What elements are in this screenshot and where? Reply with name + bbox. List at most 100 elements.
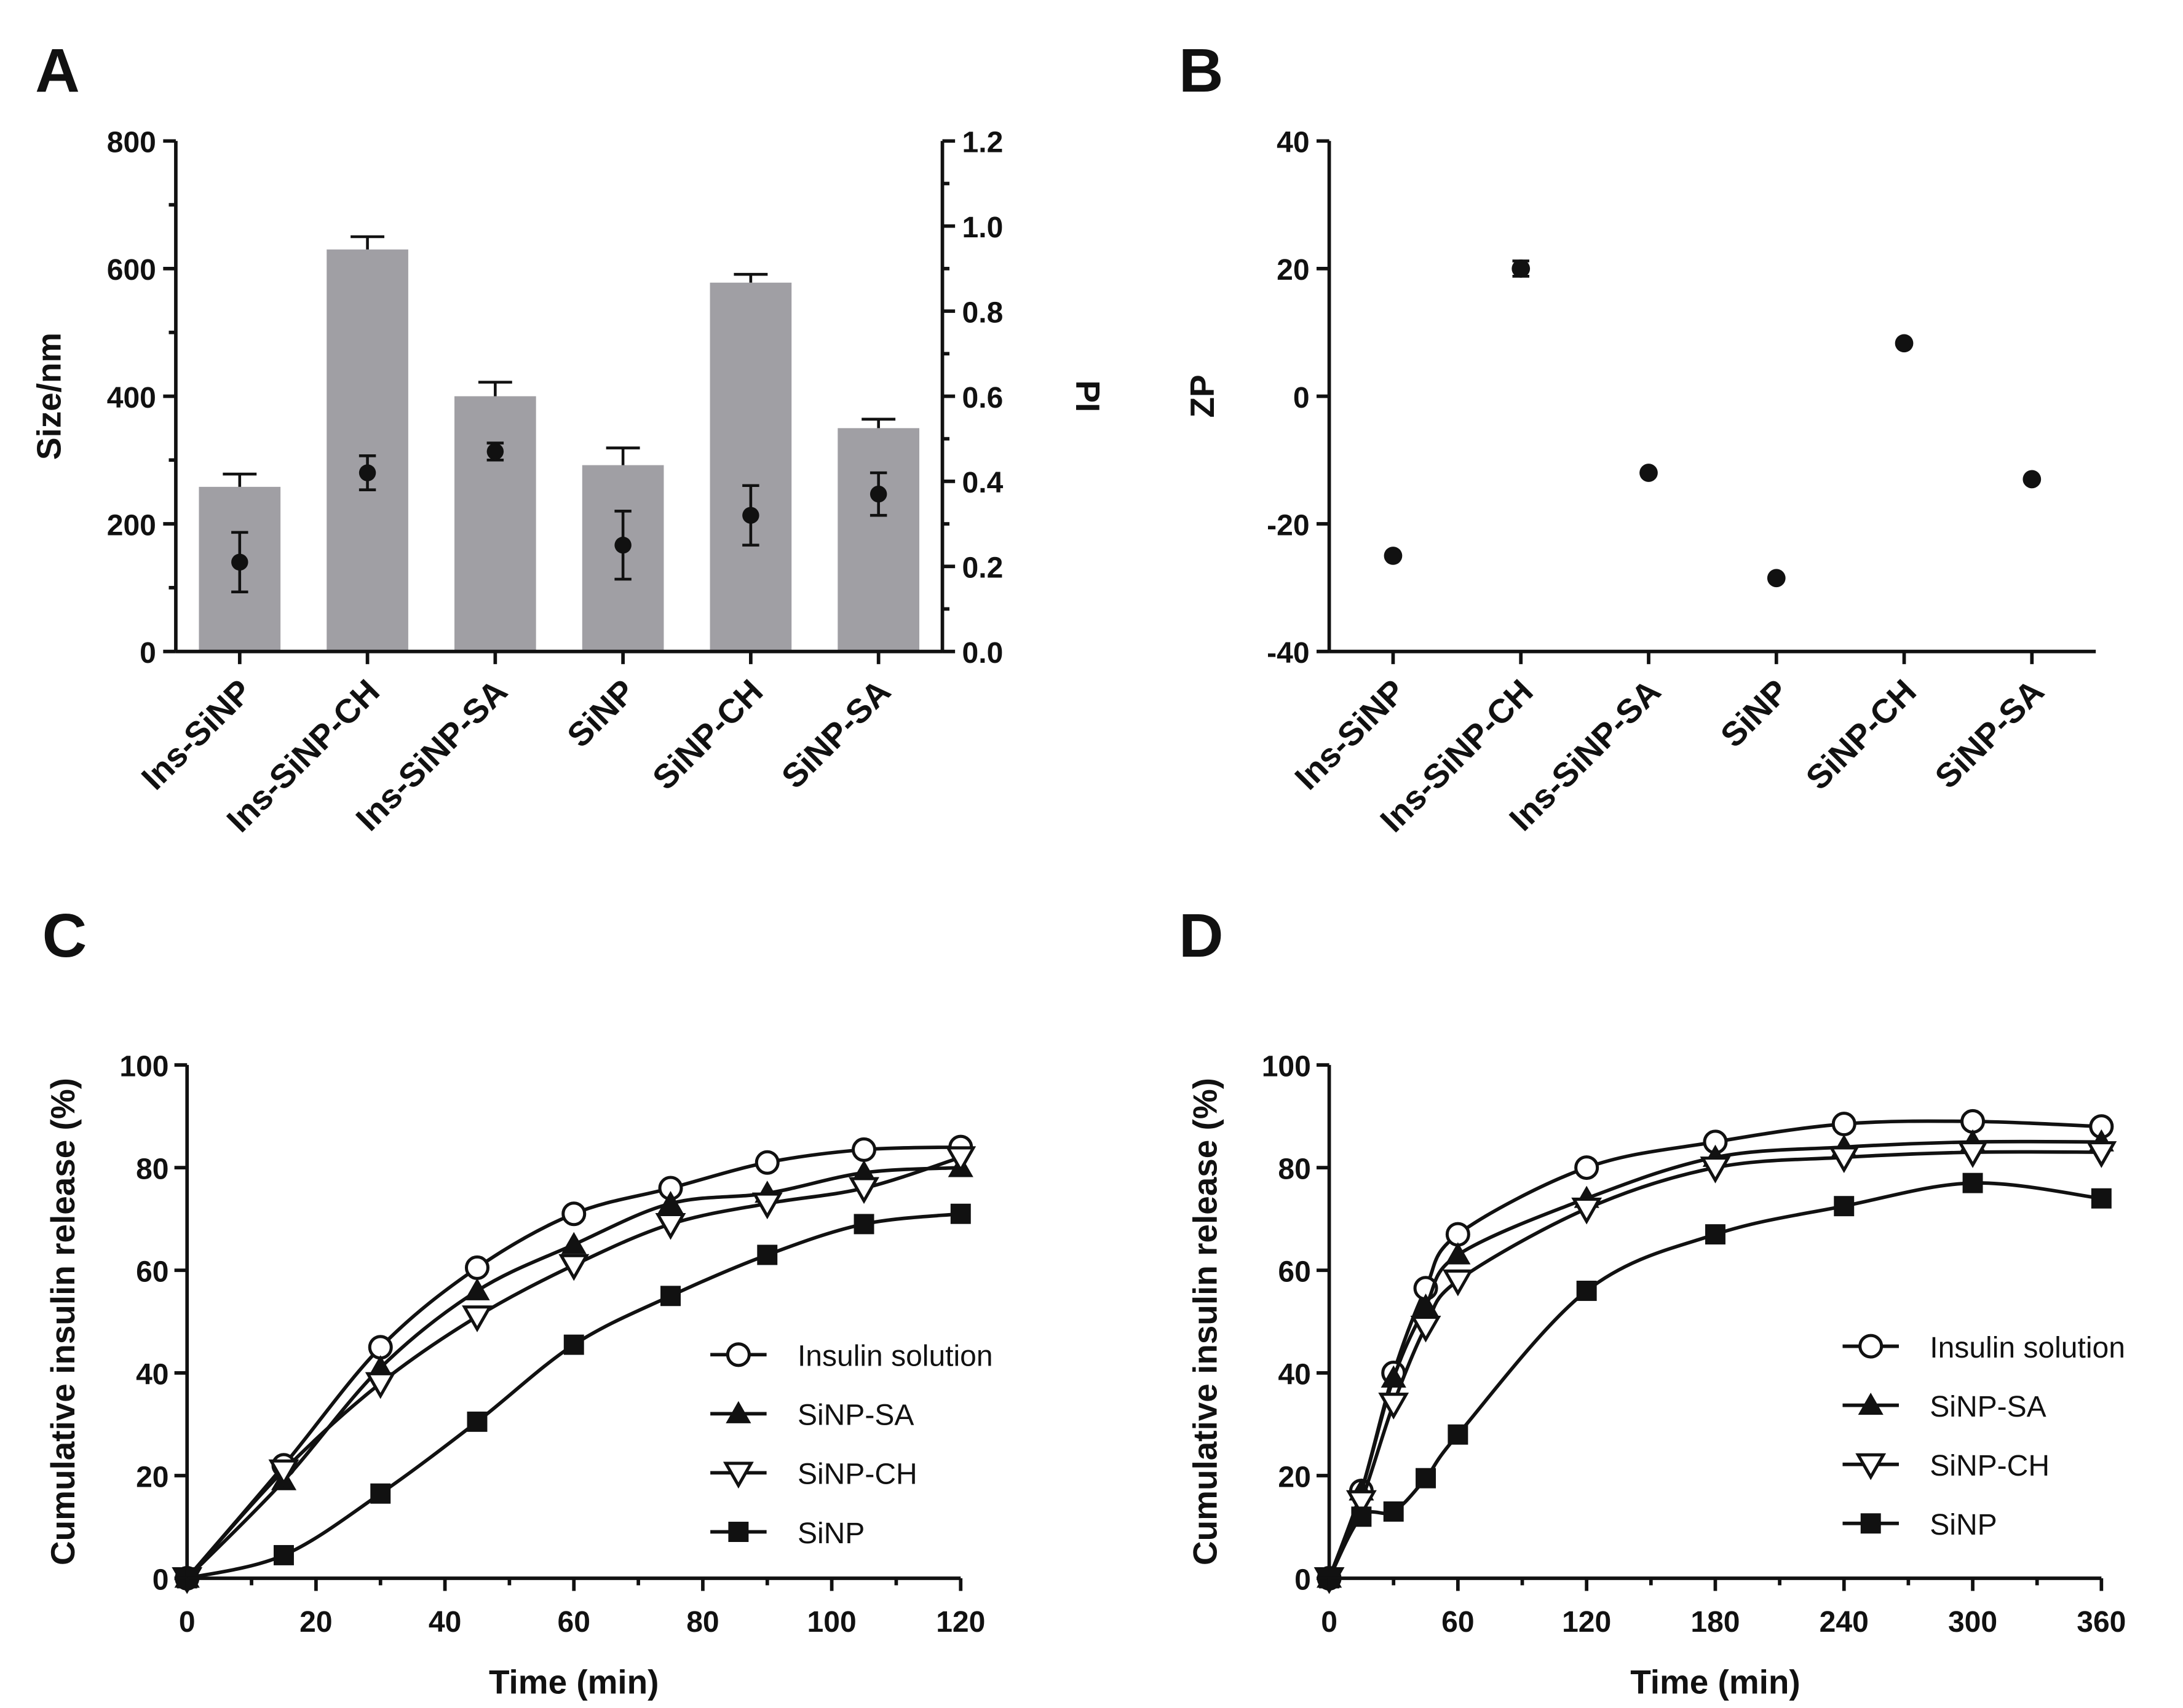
- y-tick-label: 20: [136, 1461, 168, 1493]
- x-tick-label: Ins-SiNP: [1287, 672, 1412, 797]
- x-tick-label: Ins-SiNP: [134, 672, 259, 797]
- y-tick-label: -20: [1267, 509, 1309, 542]
- triangle-down-marker: [1700, 1156, 1731, 1184]
- triangle-down-marker: [849, 1177, 879, 1204]
- y-tick-label: -40: [1267, 637, 1309, 670]
- legend-label: SiNP: [1930, 1509, 1997, 1541]
- y-tick-label: 200: [107, 509, 156, 542]
- circle-marker: [368, 1335, 393, 1360]
- triangle-down-marker: [723, 1461, 754, 1489]
- x-tick-label: 180: [1690, 1606, 1740, 1639]
- y-tick-label: 60: [1278, 1255, 1310, 1288]
- square-marker: [1351, 1506, 1372, 1527]
- panel-label-d: D: [1179, 901, 1224, 970]
- y-tick-label: 100: [1262, 1050, 1311, 1083]
- x-tick-label: 20: [299, 1606, 332, 1639]
- x-tick-label: 120: [1562, 1606, 1611, 1639]
- triangle-down-marker: [1345, 1490, 1377, 1517]
- y2-tick-label: 1.2: [962, 127, 1004, 159]
- circle-marker: [1960, 1109, 1986, 1134]
- fit-curve-sinp-ch: [186, 1155, 962, 1580]
- legend-label: SiNP-CH: [798, 1458, 917, 1491]
- triangle-down-marker: [268, 1459, 299, 1487]
- triangle-down-marker: [1828, 1146, 1860, 1174]
- y2-tick-label: 0.6: [962, 382, 1004, 414]
- size-bar: [710, 282, 792, 652]
- size-bar: [327, 249, 408, 652]
- x-tick-label: SiNP: [560, 672, 642, 754]
- square-marker: [467, 1411, 488, 1432]
- square-marker: [1962, 1172, 1983, 1193]
- legend-label: Insulin solution: [798, 1340, 993, 1373]
- zp-point: [1767, 569, 1786, 588]
- fit-curve-insulin-solution: [186, 1145, 961, 1580]
- x-tick-label: SiNP: [1713, 672, 1796, 754]
- x-axis-title: Time (min): [489, 1663, 659, 1701]
- triangle-marker: [368, 1355, 394, 1378]
- legend-label: SiNP-CH: [1930, 1450, 2050, 1482]
- y-axis-title: Size/nm: [30, 333, 68, 460]
- pi-point: [231, 553, 248, 571]
- x-tick-label: 60: [558, 1606, 590, 1639]
- square-marker: [1383, 1501, 1404, 1522]
- circle-marker: [1574, 1155, 1599, 1180]
- x-tick-label: SiNP-CH: [645, 672, 770, 797]
- legend-label: SiNP-SA: [1930, 1391, 2046, 1423]
- x-tick-label: 40: [429, 1606, 461, 1639]
- square-marker: [950, 1203, 971, 1224]
- x-tick-label: SiNP-SA: [1927, 672, 2051, 796]
- x-tick-label: SiNP-CH: [1799, 672, 1923, 797]
- triangle-marker: [726, 1401, 751, 1423]
- zp-point: [1895, 334, 1914, 353]
- y-axis-title: Cumulative insulin release (%): [44, 1078, 82, 1565]
- triangle-down-marker: [655, 1212, 686, 1240]
- square-marker: [370, 1483, 391, 1504]
- circle-marker: [561, 1201, 587, 1227]
- square-marker: [563, 1334, 584, 1355]
- y-tick-label: 20: [1277, 254, 1309, 287]
- circle-marker: [464, 1255, 490, 1280]
- pi-point: [486, 443, 504, 461]
- triangle-down-marker: [1957, 1141, 1988, 1168]
- panel-label-c: C: [42, 901, 87, 970]
- size-bar: [838, 428, 919, 652]
- x-tick-label: 100: [807, 1606, 857, 1639]
- x-tick-label: 360: [2077, 1606, 2126, 1639]
- fit-curve-sinp-ch: [1327, 1150, 2102, 1580]
- x-tick-label: SiNP-SA: [774, 672, 898, 796]
- x-axis-title: Time (min): [1630, 1663, 1800, 1701]
- triangle-down-marker: [751, 1192, 783, 1220]
- size-bar: [454, 396, 536, 652]
- circle-marker: [1858, 1334, 1884, 1359]
- pi-point: [359, 464, 376, 481]
- triangle-down-marker: [558, 1254, 590, 1281]
- pi-point: [614, 536, 632, 554]
- square-marker: [2091, 1188, 2112, 1209]
- circle-marker: [852, 1137, 877, 1162]
- y-tick-label: 0: [140, 637, 156, 670]
- x-tick-label: 0: [179, 1606, 196, 1639]
- y-tick-label: 80: [1278, 1153, 1310, 1185]
- triangle-down-marker: [462, 1305, 493, 1332]
- y-tick-label: 40: [1278, 1358, 1310, 1391]
- square-marker: [757, 1244, 778, 1265]
- fit-curve-sinp-sa: [186, 1166, 961, 1580]
- y-axis-title: ZP: [1183, 374, 1221, 417]
- x-tick-label: 300: [1948, 1606, 1997, 1639]
- zp-point: [1639, 464, 1658, 482]
- zp-point: [2023, 470, 2042, 489]
- zp-point: [1511, 259, 1531, 278]
- y-tick-label: 60: [136, 1255, 168, 1288]
- triangle-marker: [464, 1278, 490, 1300]
- y-tick-label: 40: [1277, 127, 1309, 159]
- y-tick-label: 20: [1278, 1461, 1310, 1493]
- triangle-down-marker: [365, 1372, 396, 1399]
- x-tick-label: 240: [1820, 1606, 1869, 1639]
- legend-label: Insulin solution: [1930, 1332, 2125, 1364]
- x-tick-label: 80: [686, 1606, 719, 1639]
- circle-marker: [1445, 1222, 1470, 1247]
- y-tick-label: 40: [136, 1358, 168, 1391]
- y-tick-label: 100: [119, 1050, 168, 1083]
- triangle-marker: [851, 1160, 877, 1182]
